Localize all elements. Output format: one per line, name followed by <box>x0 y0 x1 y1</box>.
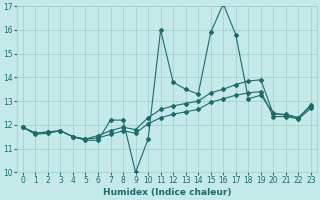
X-axis label: Humidex (Indice chaleur): Humidex (Indice chaleur) <box>103 188 231 197</box>
